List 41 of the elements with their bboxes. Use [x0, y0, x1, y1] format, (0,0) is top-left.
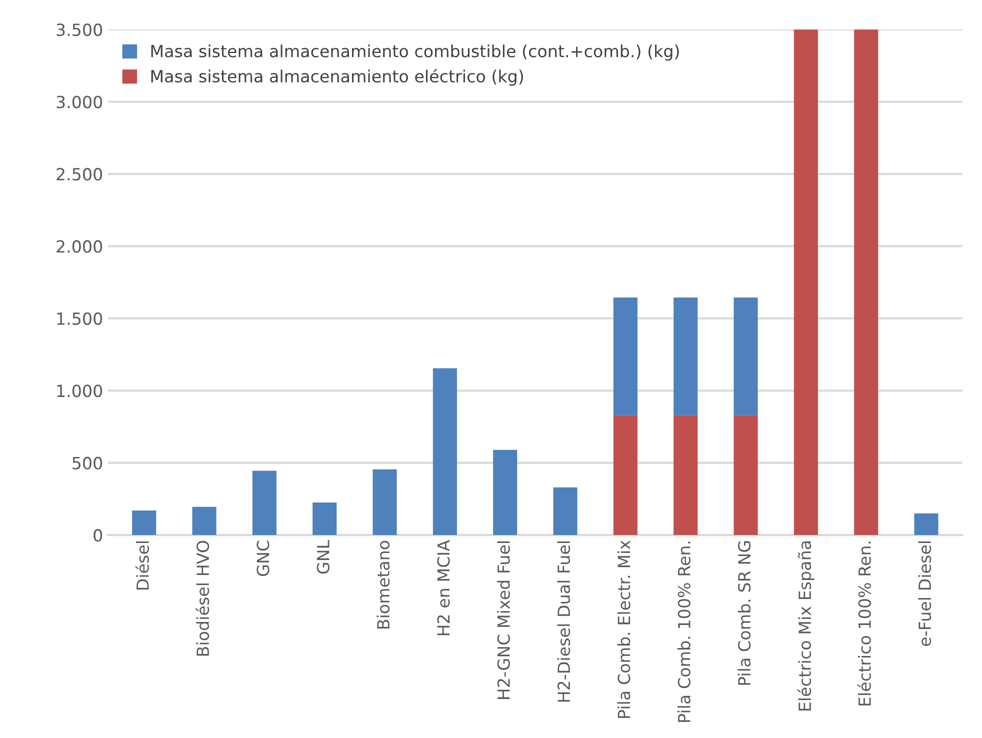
- bar: [493, 450, 518, 536]
- bar: [252, 470, 276, 536]
- x-tick-label: e-Fuel Diesel: [918, 541, 932, 646]
- x-tick-label: H2-Diesel Dual Fuel: [557, 541, 570, 702]
- x-tick-label: Biometano: [376, 540, 390, 629]
- y-tick-label: 1.500: [57, 312, 102, 325]
- x-tick-label: Diésel: [135, 541, 149, 590]
- bar: [613, 297, 638, 416]
- x-tick-label: GNL: [316, 540, 330, 574]
- x-tick-label: Pila Comb. Electr. Mix: [617, 540, 630, 718]
- bar: [432, 368, 457, 536]
- x-tick-label: H2-GNC Mixed Fuel: [497, 541, 510, 699]
- y-tick-label: 3.500: [56, 23, 102, 36]
- x-tick-label: Pila Comb. 100% Ren.: [678, 542, 690, 722]
- y-tick-label: 2.500: [56, 168, 102, 181]
- bar: [372, 469, 397, 536]
- bar: [674, 297, 698, 416]
- bar: [192, 506, 216, 536]
- bar: [734, 297, 758, 416]
- x-tick-label: Eléctrico 100% Ren.: [857, 542, 871, 706]
- x-tick-label: Pila Comb. SR NG: [738, 541, 751, 685]
- bar: [132, 510, 156, 536]
- x-tick-label: Biodiésel HVO: [196, 540, 210, 656]
- bar: [734, 415, 758, 536]
- bar: [312, 502, 337, 536]
- y-tick-label: 3.000: [56, 96, 102, 108]
- bar: [854, 30, 878, 536]
- x-tick-label: H2 en MCIA: [437, 540, 450, 636]
- x-tick-label: GNC: [256, 540, 270, 576]
- bar: [613, 415, 638, 536]
- y-tick-label: 1.000: [57, 384, 102, 398]
- y-tick-label: 0: [94, 529, 102, 542]
- bar: [553, 487, 578, 536]
- x-tick-label: Eléctrico Mix España: [798, 541, 814, 710]
- legend-label: Masa sistema almacenamiento eléctrico (kg): [151, 68, 523, 86]
- bar: [794, 30, 818, 536]
- y-tick-label: 2.000: [56, 240, 102, 253]
- bar: [914, 513, 938, 536]
- bar: [674, 415, 698, 536]
- legend-label: Masa sistema almacenamiento combustible (cont.+comb.) (kg): [151, 44, 679, 61]
- y-tick-label: 500: [72, 456, 102, 470]
